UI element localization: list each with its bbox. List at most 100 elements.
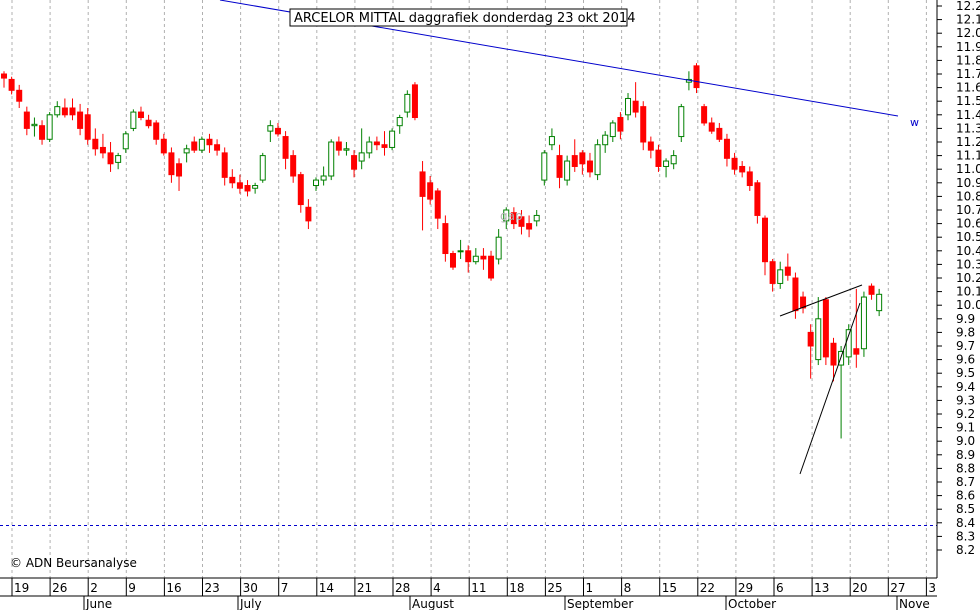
candle-body-down [807, 331, 814, 347]
candle-body-down [8, 78, 15, 91]
candle-body-down [556, 155, 563, 178]
trendline-label: w [910, 116, 919, 129]
x-tick-label: 13 [814, 581, 829, 595]
candle-body-down [586, 160, 593, 173]
y-tick-label: 9.9 [956, 312, 975, 326]
candle-body-up [366, 141, 373, 154]
candle-body-up [31, 123, 38, 127]
x-tick-label: 28 [395, 581, 410, 595]
candle-body-up [548, 136, 555, 146]
candle-body-down [655, 149, 662, 167]
candle-body-down [746, 171, 753, 187]
candle-body-up [267, 125, 274, 132]
candle-body-down [145, 119, 152, 127]
candle-body-down [442, 223, 449, 255]
x-tick-label: 2 [90, 581, 98, 595]
x-tick-label: 23 [205, 581, 220, 595]
y-tick-label: 11.5 [956, 94, 980, 108]
candle-body-down [510, 212, 517, 225]
candle-body-down [39, 125, 46, 140]
candle-body-down [579, 152, 586, 165]
candle-body-down [480, 255, 487, 260]
candle-body-down [373, 141, 380, 146]
y-tick-label: 12.1 [956, 13, 980, 27]
candle-body-down [488, 255, 495, 279]
candle-body-down [229, 176, 236, 184]
candles [1, 63, 883, 439]
candle-body-down [290, 155, 297, 177]
candle-body-down [784, 266, 791, 276]
y-tick-label: 9.8 [956, 325, 975, 339]
y-tick-label: 10.0 [956, 298, 980, 312]
y-tick-label: 10.1 [956, 285, 980, 299]
x-tick-label: 25 [547, 581, 562, 595]
candle-body-up [389, 130, 396, 148]
y-tick-label: 10.8 [956, 189, 980, 203]
candle-body-down [191, 141, 198, 151]
y-tick-label: 12.0 [956, 26, 980, 40]
copyright-text: © ADN Beursanalyse [10, 556, 137, 570]
y-tick-label: 12.2 [956, 0, 980, 13]
month-label: October [728, 597, 776, 610]
candle-body-down [632, 100, 639, 113]
x-tick-label: 16 [166, 581, 181, 595]
y-tick-label: 8.4 [956, 516, 975, 530]
candle-body-up [678, 106, 685, 138]
candle-body-down [61, 107, 68, 116]
candle-body-down [77, 111, 84, 129]
candle-body-up [115, 155, 122, 163]
candle-body-up [594, 144, 601, 176]
candle-body-down [1, 73, 7, 79]
candle-body-down [411, 84, 418, 119]
candle-body-down [176, 163, 183, 177]
candle-body-up [457, 250, 464, 253]
y-tick-label: 8.3 [956, 529, 975, 543]
candle-body-down [868, 285, 875, 295]
candle-body-up [876, 293, 883, 312]
candle-body-up [46, 114, 53, 140]
candle-body-down [282, 136, 289, 159]
candle-body-down [754, 182, 761, 216]
candle-body-up [815, 318, 822, 361]
candle-body-down [762, 217, 768, 263]
x-tick-label: 4 [433, 581, 441, 595]
candle-body-down [701, 106, 708, 124]
candle-body-up [358, 152, 365, 162]
candle-body-down [792, 277, 799, 312]
x-tick-label: 30 [243, 581, 258, 595]
candle-body-up [198, 138, 205, 151]
candle-body-down [800, 296, 807, 309]
candle-body-down [419, 171, 426, 197]
candle-body-down [221, 152, 228, 178]
y-tick-label: 9.2 [956, 407, 975, 421]
candle-body-down [168, 152, 175, 176]
x-tick-label: 29 [738, 581, 753, 595]
candle-body-down [84, 114, 91, 140]
chart-title: ARCELOR MITTAL daggrafiek donderdag 23 o… [294, 11, 635, 26]
month-label: Nove [899, 597, 930, 610]
y-tick-label: 11.4 [956, 108, 980, 122]
y-tick-label: 11.2 [956, 135, 980, 149]
x-tick-label: 27 [890, 581, 905, 595]
candle-body-down [107, 152, 114, 165]
x-tick-labels: 19 26 2 9 16 23 30 7 14 21 28 4 11 18 25 1 8 15 22 29 6 13 20 2… [11, 578, 936, 596]
x-tick-label: 8 [624, 581, 632, 595]
x-tick-label: 9 [128, 581, 136, 595]
y-tick-label: 8.7 [956, 475, 975, 489]
candle-body-down [731, 157, 738, 170]
candle-body-down [739, 165, 746, 173]
x-tick-label: 14 [319, 581, 334, 595]
candle-body-up [860, 296, 867, 350]
x-tick-label: 21 [357, 581, 372, 595]
y-tick-labels: 8.28.38.48.58.68.78.88.99.09.19.29.39.49… [937, 0, 980, 557]
wedge-lower-line [799, 302, 861, 475]
grid-lines [11, 0, 927, 578]
candle-body-down [693, 65, 700, 89]
y-tick-label: 9.7 [956, 339, 975, 353]
candle-body-down [381, 144, 388, 148]
gap-annotation: gap [500, 209, 523, 223]
candle-body-up [328, 141, 335, 177]
month-label: August [412, 597, 454, 610]
candle-body-down [822, 299, 829, 358]
candle-body-up [625, 97, 632, 116]
